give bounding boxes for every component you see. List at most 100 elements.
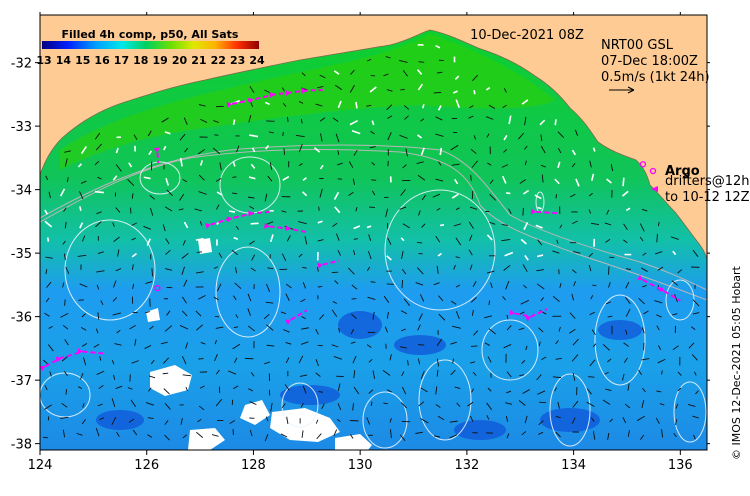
current-vector bbox=[48, 191, 51, 199]
current-vector bbox=[677, 371, 682, 376]
current-vector bbox=[333, 191, 340, 200]
current-vector bbox=[470, 361, 476, 364]
current-vector bbox=[128, 162, 133, 168]
current-vector bbox=[368, 389, 374, 394]
current-vector bbox=[370, 281, 376, 283]
info-line2: 07-Dec 18:00Z bbox=[601, 54, 698, 69]
current-vector bbox=[432, 193, 441, 198]
current-vector bbox=[437, 415, 445, 421]
x-tick-label: 130 bbox=[348, 458, 373, 473]
current-vector bbox=[349, 434, 354, 439]
current-vector bbox=[436, 358, 440, 367]
current-vector bbox=[386, 104, 393, 111]
current-vector bbox=[454, 178, 459, 185]
credit: © IMOS 12-Dec-2021 05:05 Hobart bbox=[730, 265, 743, 460]
current-vector bbox=[418, 210, 421, 216]
current-vector bbox=[469, 105, 474, 109]
current-vector bbox=[405, 148, 408, 157]
current-vector bbox=[436, 369, 439, 377]
current-vector bbox=[503, 344, 512, 349]
current-vector bbox=[129, 324, 136, 330]
current-vector bbox=[349, 84, 355, 93]
x-tick-label: 132 bbox=[454, 458, 479, 473]
current-vector bbox=[179, 193, 185, 201]
current-vector bbox=[300, 118, 303, 124]
current-vector bbox=[353, 225, 361, 230]
current-vector bbox=[672, 345, 679, 351]
current-vector bbox=[433, 91, 442, 94]
drifter-point bbox=[153, 147, 160, 153]
current-vector bbox=[96, 211, 102, 215]
argo-floats bbox=[154, 161, 647, 292]
current-vector bbox=[555, 415, 561, 419]
current-vector bbox=[111, 360, 115, 365]
current-vector bbox=[64, 299, 66, 306]
current-vector bbox=[586, 401, 595, 407]
current-vector bbox=[486, 270, 495, 274]
current-vector bbox=[161, 117, 169, 123]
current-vector bbox=[389, 418, 392, 423]
current-vector bbox=[540, 164, 546, 168]
current-vector bbox=[298, 253, 303, 258]
current-vector bbox=[63, 207, 67, 213]
current-vector bbox=[623, 239, 628, 244]
current-vector bbox=[130, 399, 136, 408]
current-vector bbox=[233, 236, 239, 241]
current-vector bbox=[366, 344, 372, 348]
current-vector bbox=[625, 207, 631, 212]
current-vector bbox=[145, 311, 150, 314]
current-vector bbox=[523, 284, 528, 289]
current-vector bbox=[472, 74, 479, 82]
current-vector bbox=[353, 149, 358, 156]
current-vector bbox=[132, 283, 135, 290]
current-vector bbox=[267, 175, 273, 182]
drifter-point bbox=[301, 87, 307, 94]
current-vector bbox=[62, 324, 69, 330]
current-vector bbox=[183, 117, 188, 125]
current-vector bbox=[45, 297, 50, 303]
current-vector bbox=[197, 418, 202, 423]
current-vector bbox=[504, 251, 514, 257]
current-vector bbox=[298, 143, 303, 153]
current-vector bbox=[286, 283, 292, 289]
current-vector bbox=[281, 253, 287, 262]
drifter-point bbox=[284, 319, 291, 325]
current-vector bbox=[558, 147, 562, 154]
current-vector bbox=[112, 175, 118, 181]
current-vector bbox=[332, 117, 339, 122]
current-vector bbox=[321, 403, 325, 410]
scale-arrow-head bbox=[627, 86, 635, 94]
drifter-point bbox=[269, 91, 275, 98]
current-vector bbox=[213, 120, 219, 123]
current-vector bbox=[455, 311, 460, 320]
height-contours bbox=[40, 156, 707, 449]
current-vector bbox=[421, 194, 427, 201]
current-vector bbox=[590, 295, 594, 300]
current-vector bbox=[691, 354, 698, 361]
current-vector bbox=[641, 208, 648, 212]
current-vector bbox=[264, 89, 271, 94]
current-vector bbox=[46, 281, 52, 288]
current-vector bbox=[97, 176, 102, 180]
current-vector bbox=[146, 238, 151, 246]
current-vector bbox=[267, 267, 274, 270]
current-vector bbox=[64, 339, 69, 346]
current-vector bbox=[505, 280, 510, 290]
current-vector bbox=[197, 295, 206, 300]
current-vector bbox=[149, 194, 155, 200]
current-vector bbox=[439, 224, 445, 227]
current-vector bbox=[214, 353, 218, 362]
current-vector bbox=[552, 376, 562, 379]
current-vector bbox=[160, 341, 168, 345]
current-vector bbox=[692, 249, 699, 258]
current-vector bbox=[331, 309, 338, 317]
current-vector bbox=[419, 294, 425, 302]
current-vector bbox=[337, 403, 342, 411]
current-vector bbox=[524, 415, 528, 424]
current-vector bbox=[555, 194, 557, 199]
current-vector bbox=[77, 254, 87, 257]
current-vector bbox=[352, 403, 354, 411]
current-vector bbox=[315, 103, 323, 107]
current-vector bbox=[65, 389, 68, 395]
current-vector bbox=[402, 386, 407, 395]
